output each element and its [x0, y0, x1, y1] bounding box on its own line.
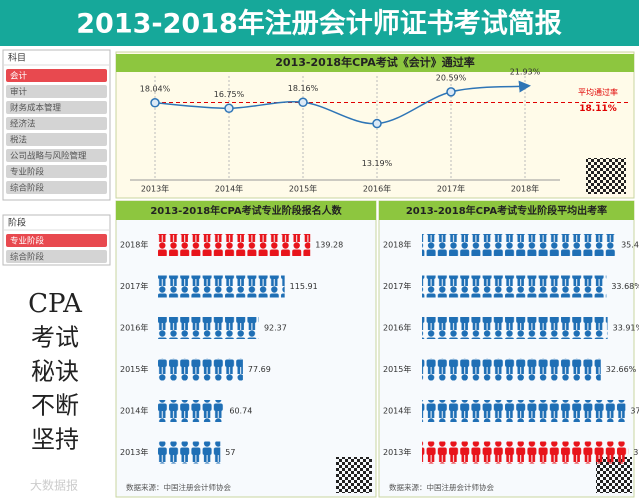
icon-bar	[422, 441, 629, 464]
average-name: 平均通过率	[578, 87, 618, 97]
slicer-item[interactable]	[6, 149, 107, 162]
slicer-item[interactable]	[6, 101, 107, 114]
category-label: 2014年	[383, 406, 411, 416]
qr-code	[586, 158, 626, 194]
value-label: 32.66%	[606, 365, 637, 374]
slicer-item-label[interactable]: 综合阶段	[10, 183, 45, 194]
chart-title: 2013-2018年CPA考试《会计》通过率	[275, 55, 474, 69]
category-label: 2013年	[383, 447, 411, 457]
source-note: 数据来源：中国注册会计师协会	[126, 482, 231, 492]
point	[150, 98, 160, 108]
category-label: 2016年	[383, 323, 411, 333]
point	[298, 97, 308, 108]
value-label: 115.91	[290, 282, 318, 291]
slicer-item-label[interactable]: 公司战略与风险管理	[10, 151, 87, 162]
slicer-item[interactable]	[6, 181, 107, 194]
slicer-item[interactable]	[6, 85, 107, 98]
source-note: 数据来源：中国注册会计师协会	[389, 482, 494, 492]
slicer-item-label[interactable]: 财务成本管理	[10, 103, 62, 114]
slicer-item[interactable]	[6, 117, 107, 130]
slicer-item[interactable]	[6, 69, 107, 82]
category-label: 2014年	[120, 406, 148, 416]
slicer-item-label[interactable]: 审计	[10, 87, 28, 98]
slicer-item[interactable]	[6, 234, 107, 247]
icon-bar	[422, 317, 608, 339]
value-label: 21.93%	[510, 68, 541, 77]
icon-bar	[422, 358, 601, 381]
value-label: 20.59%	[436, 73, 467, 82]
icon-bar	[158, 441, 221, 464]
icon-bar	[422, 400, 626, 422]
slicer-item[interactable]	[6, 133, 107, 146]
value-label: 139.28	[315, 241, 343, 250]
icon-bar	[422, 234, 617, 256]
slogan: CPA	[28, 289, 83, 319]
icon-bar	[158, 234, 311, 256]
icon-bar	[158, 275, 285, 298]
slicer-item[interactable]	[6, 165, 107, 178]
value-label: 18.04%	[140, 84, 171, 93]
panel-header	[116, 54, 634, 72]
value-label: 77.69	[248, 365, 271, 374]
x-tick-label: 2014年	[215, 184, 243, 194]
slicer-item[interactable]	[6, 250, 107, 263]
slicer-item-label[interactable]: 经济法	[10, 119, 36, 130]
slogan: 秘诀	[31, 358, 79, 386]
category-label: 2017年	[120, 281, 148, 291]
x-tick-label: 2013年	[141, 184, 169, 194]
value-label: 57	[225, 448, 235, 457]
slicer-item-label[interactable]: 会计	[10, 71, 28, 82]
panel-header	[379, 201, 634, 220]
category-label: 2018年	[120, 240, 148, 250]
value-label: 16.75%	[214, 90, 245, 99]
slogan: 不断	[31, 392, 79, 420]
page-title: 2013-2018年注册会计师证书考试简报	[76, 8, 562, 40]
value-label: 18.16%	[288, 84, 319, 93]
slicer-title: 阶段	[8, 217, 26, 229]
value-label: 37.67%	[633, 448, 639, 457]
chart-title: 2013-2018年CPA考试专业阶段平均出考率	[406, 204, 607, 217]
x-tick-label: 2016年	[363, 184, 391, 194]
slicer-item-label[interactable]: 综合阶段	[10, 252, 45, 263]
average-label: 18.11%	[579, 104, 617, 114]
category-label: 2013年	[120, 447, 148, 457]
slogan: 考试	[31, 324, 79, 352]
value-label: 37.15%	[630, 407, 639, 416]
point	[224, 103, 234, 114]
point	[446, 87, 456, 97]
value-label: 33.68%	[611, 282, 639, 291]
value-label: 33.91%	[613, 324, 639, 333]
value-label: 92.37	[264, 324, 287, 333]
slicer-item-label[interactable]: 税法	[10, 135, 27, 146]
panel-header	[116, 201, 376, 220]
watermark: 大数据报	[30, 478, 78, 493]
value-label: 13.19%	[362, 159, 393, 168]
title-banner	[0, 0, 639, 46]
slicer-item-label[interactable]: 专业阶段	[10, 167, 45, 178]
icon-bar	[158, 358, 243, 381]
icon-bar	[158, 317, 259, 339]
category-label: 2018年	[383, 240, 411, 250]
icon-bar	[422, 275, 607, 298]
category-label: 2016年	[120, 323, 148, 333]
slicer-item-label[interactable]: 专业阶段	[10, 236, 45, 247]
qr-code	[336, 457, 372, 493]
category-label: 2017年	[383, 281, 411, 291]
slogan: 坚持	[31, 426, 79, 454]
chart-title: 2013-2018年CPA考试专业阶段报名人数	[150, 204, 342, 217]
x-tick-label: 2017年	[437, 184, 465, 194]
x-tick-label: 2018年	[511, 184, 539, 194]
point	[372, 118, 382, 129]
icon-bar	[158, 400, 225, 422]
value-label: 60.74	[229, 407, 252, 416]
slicer-title: 科目	[8, 52, 26, 64]
value-label: 35.46%	[621, 241, 639, 250]
category-label: 2015年	[120, 364, 148, 374]
category-label: 2015年	[383, 364, 411, 374]
x-tick-label: 2015年	[289, 184, 317, 194]
